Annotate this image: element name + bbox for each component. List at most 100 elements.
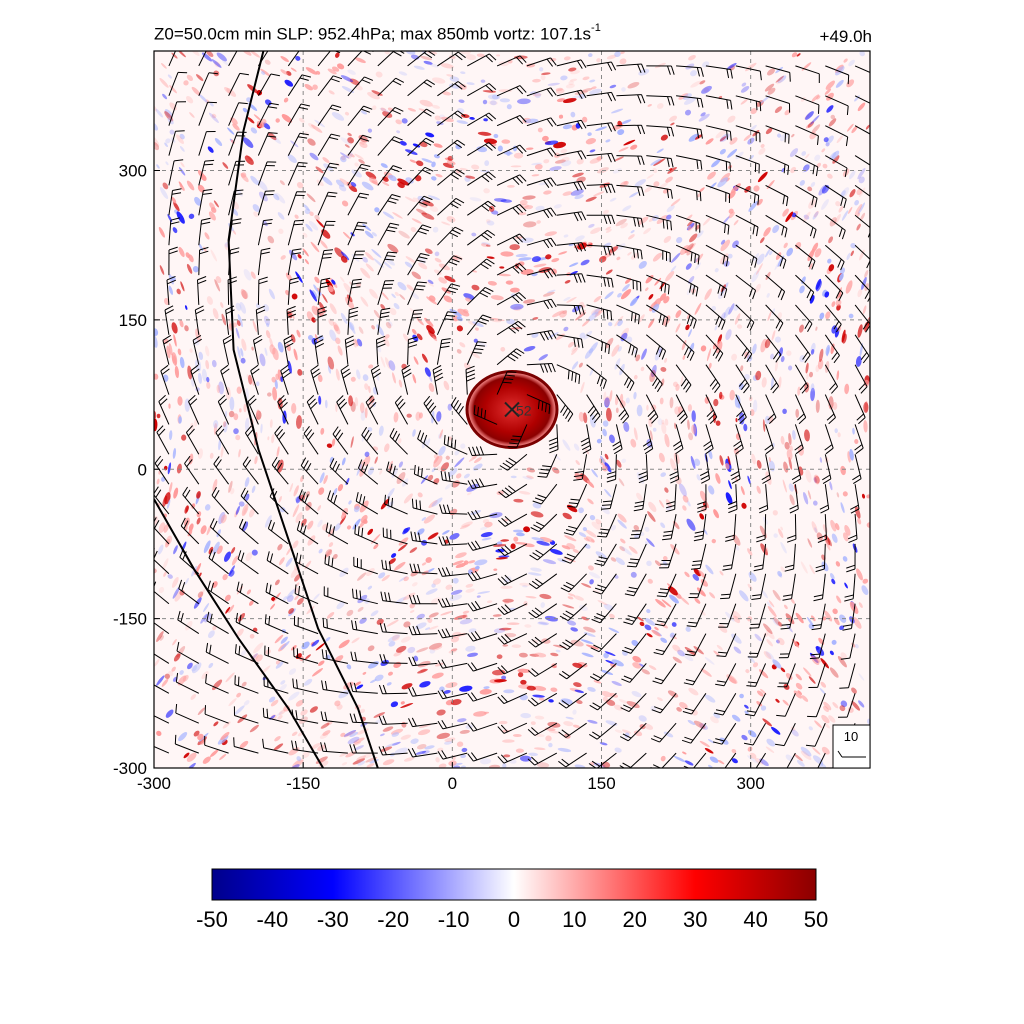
vorticity-cell [727,455,731,466]
wind-barb-feather [187,428,195,437]
vorticity-cell [560,698,573,705]
wind-barb-staff [353,597,378,605]
wind-barb-staff [849,633,856,659]
vorticity-cell [744,185,751,193]
wind-barb-feather [662,534,672,537]
vorticity-cell [744,704,749,709]
vorticity-cell [614,358,621,370]
vorticity-cell [605,337,614,349]
vorticity-cell [404,196,416,203]
vorticity-cell [643,723,654,730]
vorticity-cell [280,55,289,63]
wind-barb-staff [675,214,700,224]
wind-barb-feather [166,275,176,281]
vorticity-cell [380,163,388,169]
vorticity-cell [361,181,374,191]
vorticity-cell [735,151,744,160]
wind-barb-feather [209,518,215,527]
vorticity-cell [394,747,409,755]
vorticity-cell [706,348,712,362]
vorticity-cell [693,568,701,577]
vorticity-cell [202,756,211,764]
vorticity-cell [206,296,213,305]
wind-barb-staff [541,483,558,505]
wind-barb-feather [271,456,278,466]
vorticity-cell [824,610,833,622]
vorticity-cell [850,250,854,257]
eyewall-ring [465,370,559,449]
wind-barb-staff [237,558,259,575]
wind-barb-feather [545,403,547,413]
vorticity-cell [647,578,653,584]
vorticity-cell [401,683,413,690]
wind-barb-staff [322,719,348,724]
vorticity-cell [604,291,614,300]
vorticity-cell [810,181,816,188]
vorticity-cell [784,441,790,450]
vorticity-cell [415,411,421,421]
vorticity-cell [371,232,377,237]
wind-barb-feather [474,631,481,640]
wind-barb-staff [765,454,771,479]
vorticity-cell [402,527,411,535]
vorticity-cell [805,362,809,374]
vorticity-cell [341,86,355,93]
vorticity-cell [687,419,690,430]
wind-barb-feather [471,541,478,550]
vorticity-cell [165,161,169,166]
wind-barb-feather [453,171,462,178]
vorticity-cell [774,336,782,343]
wind-barb-feather [441,567,447,577]
wind-barb-feather [197,276,207,281]
vorticity-cell [340,137,352,145]
vorticity-cell [179,145,185,152]
vorticity-cell [664,433,670,448]
wind-barb-feather [412,594,417,604]
wind-barb-staff [724,752,737,768]
wind-barb-feather [734,444,743,451]
wind-barb-feather [519,174,527,182]
wind-barb-staff [705,95,731,101]
wind-barb-staff [234,684,259,694]
vorticity-cell [718,624,728,633]
vorticity-cell [600,455,606,465]
vorticity-cell [610,524,617,531]
vorticity-cell [818,348,824,363]
vorticity-cell [309,152,319,161]
wind-barb-feather [831,386,838,394]
vorticity-cell [558,251,568,255]
wind-barb-feather [529,554,538,561]
vorticity-cell [829,650,834,656]
wind-barb-feather [412,656,417,666]
vorticity-cell [178,167,186,176]
vorticity-cell [614,395,619,406]
wind-barb-feather [813,594,824,598]
vorticity-cell [211,113,217,119]
wind-barb-feather [298,585,300,596]
vorticity-cell [700,579,708,587]
wind-barb-staff [576,483,588,508]
wind-barb-feather [558,731,567,738]
vorticity-cell [335,179,345,187]
vorticity-cell [862,305,867,315]
vorticity-cell [757,690,764,697]
vorticity-cell [240,650,247,656]
vorticity-cell [666,257,671,262]
vorticity-cell [400,636,412,643]
wind-barb-feather [386,229,396,233]
vorticity-cell [193,419,198,427]
vorticity-cell [471,284,480,291]
vorticity-cell [735,545,740,551]
vorticity-cell [250,271,256,279]
vorticity-cell [218,381,225,395]
wind-barb-staff [823,543,826,570]
wind-barb-feather [497,548,506,556]
wind-barb-staff [215,432,230,455]
wind-barb-staff [340,370,349,395]
vorticity-cell [773,533,778,538]
vorticity-cell [745,669,750,674]
vorticity-cell [443,380,450,391]
wind-barb-feather [418,256,428,260]
vorticity-cell [638,68,650,76]
